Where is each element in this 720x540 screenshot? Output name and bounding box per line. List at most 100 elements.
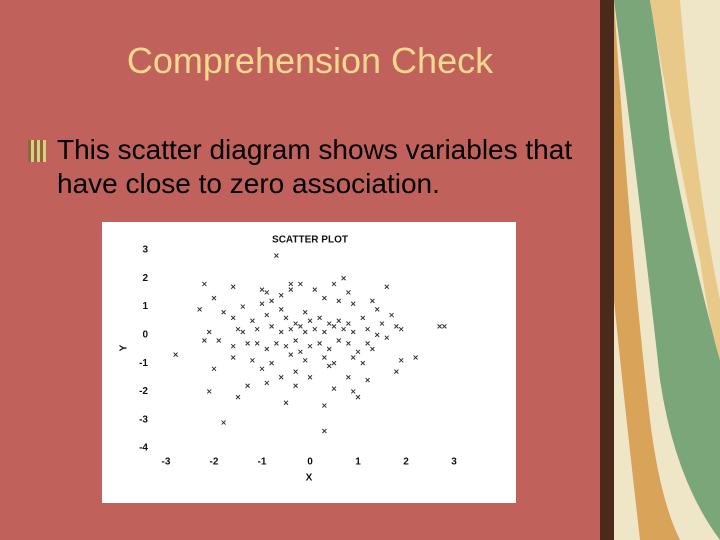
scatter-point xyxy=(206,389,212,394)
scatter-point xyxy=(307,374,313,380)
scatter-point xyxy=(442,324,447,329)
scatter-point xyxy=(341,326,346,332)
scatter-point xyxy=(394,324,399,329)
scatter-point xyxy=(322,295,327,301)
scatter-point xyxy=(274,253,279,259)
scatter-point xyxy=(379,321,385,326)
scatter-point xyxy=(312,287,318,292)
scatter-point xyxy=(278,307,284,312)
scatter-point xyxy=(245,340,250,346)
y-axis-label: Y xyxy=(119,344,130,351)
decoration xyxy=(600,0,720,540)
scatter-point xyxy=(240,304,246,309)
scatter-point xyxy=(322,329,327,335)
scatter-point xyxy=(370,298,375,304)
scatter-point xyxy=(374,332,380,338)
chart-background xyxy=(102,222,516,503)
scatter-point xyxy=(317,315,322,321)
scatter-point xyxy=(202,338,207,343)
scatter-point xyxy=(322,403,327,408)
scatter-point xyxy=(346,321,351,326)
scatter-point xyxy=(374,307,380,312)
scatter-point xyxy=(298,324,303,329)
scatter-point xyxy=(350,355,356,360)
scatter-point xyxy=(264,346,270,352)
scatter-point xyxy=(293,321,298,326)
scatter-point xyxy=(283,343,289,349)
scatter-point xyxy=(389,312,394,318)
scatter-point xyxy=(307,343,313,349)
scatter-point xyxy=(259,366,265,372)
scatter-point xyxy=(264,290,270,295)
scatter-point xyxy=(283,315,289,321)
scatter-point xyxy=(326,363,332,369)
scatter-point xyxy=(278,292,284,298)
scatter-point xyxy=(336,318,342,324)
scatter-point xyxy=(331,360,337,366)
scatter-point xyxy=(216,338,222,343)
scatter-point xyxy=(312,326,318,332)
x-tick-label: -3 xyxy=(162,457,171,468)
scatter-point xyxy=(206,329,212,335)
scatter-point xyxy=(250,357,255,363)
y-tick-label: -1 xyxy=(139,358,148,369)
scatter-point xyxy=(355,349,361,355)
scatter-point xyxy=(355,394,361,400)
scatter-point xyxy=(259,301,265,307)
scatter-point xyxy=(322,428,327,434)
scatter-point xyxy=(437,324,442,329)
y-tick-label: -2 xyxy=(139,386,148,397)
x-axis-label: X xyxy=(306,473,313,484)
scatter-point xyxy=(307,318,313,324)
scatter-point xyxy=(230,284,236,290)
scatter-point xyxy=(298,349,303,355)
scatter-point xyxy=(293,369,298,374)
scatter-point xyxy=(278,374,284,380)
scatter-point xyxy=(336,338,342,343)
slide-title: Comprehension Check xyxy=(126,40,494,81)
scatter-point xyxy=(346,290,351,295)
scatter-chart: SCATTER PLOT X Y -3 -2 -1 0 1 2 3 -4 -3 -2 -1 0 1 2 3 xyxy=(102,222,516,503)
scatter-point xyxy=(288,287,294,292)
scatter-point xyxy=(302,357,308,363)
scatter-point xyxy=(326,321,332,326)
scatter-point xyxy=(245,383,250,389)
scatter-point xyxy=(274,340,279,346)
scatter-point xyxy=(398,326,404,332)
scatter-point xyxy=(331,281,337,287)
scatter-point xyxy=(264,312,270,318)
scatter-point xyxy=(326,346,332,352)
x-tick-label: 0 xyxy=(307,457,313,468)
scatter-point xyxy=(413,355,418,360)
scatter-point xyxy=(293,338,298,343)
scatter-point xyxy=(278,329,284,335)
scatter-point xyxy=(341,275,346,281)
y-tick-label: -3 xyxy=(139,414,148,425)
x-tick-label: -2 xyxy=(210,457,219,468)
scatter-point xyxy=(384,284,390,290)
y-tick-label: 0 xyxy=(142,329,148,340)
bullet-text: This scatter diagram shows variables tha… xyxy=(57,134,573,199)
scatter-point xyxy=(254,326,260,332)
scatter-point xyxy=(331,324,337,329)
x-tick-label: 1 xyxy=(355,457,361,468)
scatter-point xyxy=(398,357,404,363)
bullet-icon xyxy=(28,140,46,162)
scatter-point xyxy=(283,400,289,406)
chart-title: SCATTER PLOT xyxy=(272,235,348,246)
scatter-point xyxy=(370,346,375,352)
scatter-point xyxy=(197,307,202,312)
x-tick-label: 2 xyxy=(403,457,409,468)
scatter-point xyxy=(288,326,294,332)
x-tick-label: -1 xyxy=(258,457,267,468)
scatter-point xyxy=(331,386,337,391)
scatter-point xyxy=(302,309,308,315)
scatter-point xyxy=(259,287,265,292)
scatter-point xyxy=(264,380,270,386)
scatter-point xyxy=(394,369,399,374)
scatter-point xyxy=(288,281,294,287)
scatter-point xyxy=(235,394,241,400)
scatter-point xyxy=(254,340,260,346)
scatter-point xyxy=(250,318,255,324)
